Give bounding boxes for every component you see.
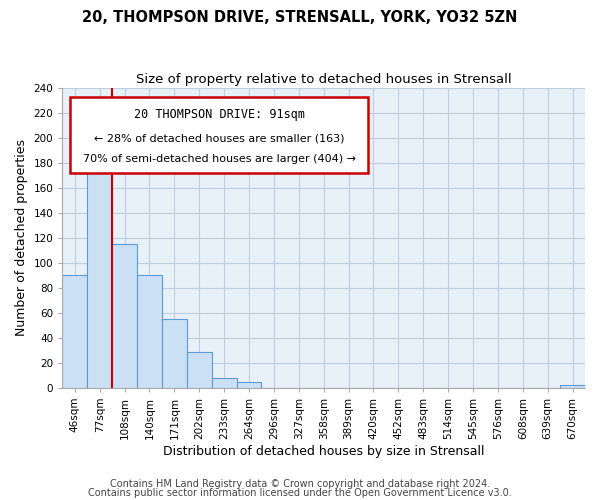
Text: 20 THOMPSON DRIVE: 91sqm: 20 THOMPSON DRIVE: 91sqm: [134, 108, 305, 121]
X-axis label: Distribution of detached houses by size in Strensall: Distribution of detached houses by size …: [163, 444, 484, 458]
Text: ← 28% of detached houses are smaller (163): ← 28% of detached houses are smaller (16…: [94, 133, 344, 143]
Title: Size of property relative to detached houses in Strensall: Size of property relative to detached ho…: [136, 72, 511, 86]
Bar: [212, 378, 236, 388]
Bar: [112, 244, 137, 388]
Text: Contains HM Land Registry data © Crown copyright and database right 2024.: Contains HM Land Registry data © Crown c…: [110, 479, 490, 489]
Text: Contains public sector information licensed under the Open Government Licence v3: Contains public sector information licen…: [88, 488, 512, 498]
Bar: [87, 156, 112, 388]
Bar: [137, 276, 162, 388]
Bar: [187, 352, 212, 388]
Bar: [236, 382, 262, 388]
Y-axis label: Number of detached properties: Number of detached properties: [15, 140, 28, 336]
FancyBboxPatch shape: [70, 97, 368, 174]
Bar: [560, 386, 585, 388]
Bar: [62, 276, 87, 388]
Text: 20, THOMPSON DRIVE, STRENSALL, YORK, YO32 5ZN: 20, THOMPSON DRIVE, STRENSALL, YORK, YO3…: [82, 10, 518, 25]
Text: 70% of semi-detached houses are larger (404) →: 70% of semi-detached houses are larger (…: [83, 154, 356, 164]
Bar: [162, 319, 187, 388]
